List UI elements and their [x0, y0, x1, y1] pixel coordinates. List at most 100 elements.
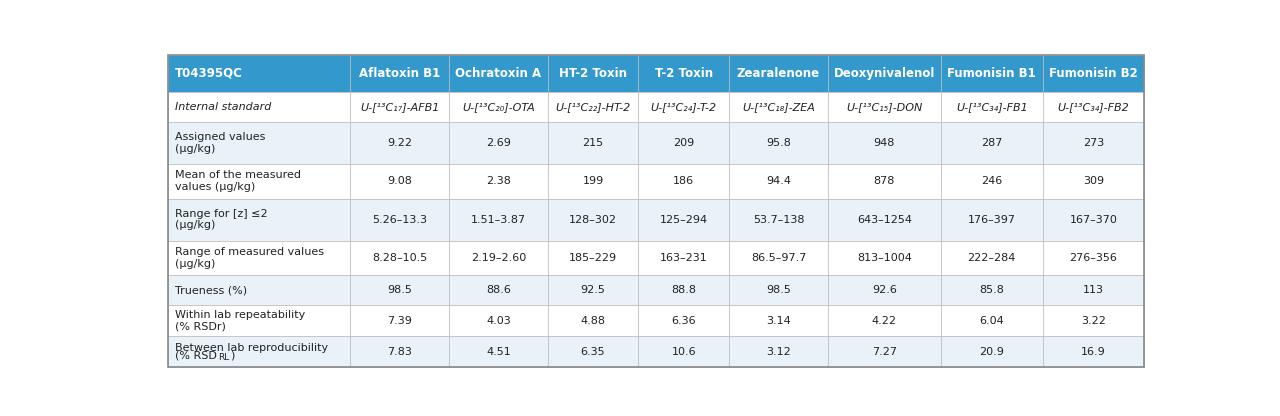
Text: Aflatoxin B1: Aflatoxin B1: [360, 67, 440, 79]
Bar: [1042, 305, 1144, 337]
Text: 276–356: 276–356: [1069, 253, 1117, 263]
Bar: [351, 275, 449, 305]
Bar: [941, 275, 1042, 305]
Text: Trueness (%): Trueness (%): [175, 285, 247, 295]
Text: 85.8: 85.8: [979, 285, 1005, 295]
Text: 4.03: 4.03: [486, 316, 511, 326]
Bar: [449, 122, 548, 164]
Text: U-[¹³C₂₀]-OTA: U-[¹³C₂₀]-OTA: [462, 102, 535, 112]
Bar: [449, 199, 548, 240]
Text: 92.6: 92.6: [872, 285, 897, 295]
Text: (% RSD: (% RSD: [175, 351, 216, 361]
Text: 113: 113: [1083, 285, 1103, 295]
Bar: [1042, 199, 1144, 240]
Text: T-2 Toxin: T-2 Toxin: [655, 67, 713, 79]
Bar: [941, 55, 1042, 92]
Text: Assigned values
(μg/kg): Assigned values (μg/kg): [175, 132, 265, 154]
Bar: [449, 164, 548, 199]
Bar: [351, 164, 449, 199]
Text: 86.5–97.7: 86.5–97.7: [751, 253, 806, 263]
Bar: [639, 55, 730, 92]
Bar: [168, 55, 351, 92]
Bar: [351, 92, 449, 122]
Text: 176–397: 176–397: [968, 215, 1016, 225]
Text: Within lab repeatability
(% RSDr): Within lab repeatability (% RSDr): [175, 310, 305, 332]
Bar: [548, 122, 639, 164]
Text: U-[¹³C₁₇]-AFB1: U-[¹³C₁₇]-AFB1: [360, 102, 439, 112]
Bar: [168, 122, 351, 164]
Bar: [449, 337, 548, 367]
Text: 10.6: 10.6: [672, 347, 696, 357]
Text: 163–231: 163–231: [660, 253, 708, 263]
Bar: [941, 92, 1042, 122]
Bar: [548, 199, 639, 240]
Text: 20.9: 20.9: [979, 347, 1005, 357]
Text: RL: RL: [218, 353, 229, 362]
Bar: [639, 122, 730, 164]
Bar: [168, 164, 351, 199]
Bar: [941, 337, 1042, 367]
Text: 4.51: 4.51: [486, 347, 511, 357]
Bar: [639, 240, 730, 275]
Text: 5.26–13.3: 5.26–13.3: [372, 215, 428, 225]
Bar: [548, 305, 639, 337]
Text: 813–1004: 813–1004: [858, 253, 911, 263]
Bar: [548, 337, 639, 367]
Bar: [351, 305, 449, 337]
Text: Between lab reproducibility: Between lab reproducibility: [175, 343, 328, 353]
Text: U-[¹³C₁₅]-DON: U-[¹³C₁₅]-DON: [846, 102, 923, 112]
Bar: [828, 199, 941, 240]
Bar: [1042, 240, 1144, 275]
Text: 3.12: 3.12: [767, 347, 791, 357]
Text: Range for [z] ≤2
(μg/kg): Range for [z] ≤2 (μg/kg): [175, 209, 268, 230]
Bar: [730, 122, 828, 164]
Text: 8.28–10.5: 8.28–10.5: [372, 253, 428, 263]
Text: 88.6: 88.6: [486, 285, 511, 295]
Text: 209: 209: [673, 138, 695, 148]
Bar: [449, 275, 548, 305]
Text: 199: 199: [582, 176, 604, 186]
Text: 9.08: 9.08: [388, 176, 412, 186]
Bar: [548, 240, 639, 275]
Bar: [828, 240, 941, 275]
Bar: [548, 55, 639, 92]
Bar: [1042, 122, 1144, 164]
Text: 2.69: 2.69: [486, 138, 511, 148]
Bar: [449, 55, 548, 92]
Bar: [168, 275, 351, 305]
Text: Deoxynivalenol: Deoxynivalenol: [833, 67, 936, 79]
Bar: [730, 92, 828, 122]
Text: U-[¹³C₁₈]-ZEA: U-[¹³C₁₈]-ZEA: [742, 102, 815, 112]
Text: 273: 273: [1083, 138, 1103, 148]
Bar: [1042, 164, 1144, 199]
Text: 16.9: 16.9: [1080, 347, 1106, 357]
Bar: [168, 240, 351, 275]
Bar: [639, 199, 730, 240]
Bar: [639, 92, 730, 122]
Bar: [548, 164, 639, 199]
Text: HT-2 Toxin: HT-2 Toxin: [559, 67, 627, 79]
Text: U-[¹³C₃₄]-FB2: U-[¹³C₃₄]-FB2: [1057, 102, 1129, 112]
Bar: [639, 275, 730, 305]
Bar: [351, 240, 449, 275]
Bar: [351, 122, 449, 164]
Bar: [1042, 337, 1144, 367]
Bar: [168, 337, 351, 367]
Bar: [828, 92, 941, 122]
Bar: [941, 305, 1042, 337]
Bar: [1042, 55, 1144, 92]
Text: Fumonisin B2: Fumonisin B2: [1048, 67, 1138, 79]
Bar: [828, 337, 941, 367]
Text: 7.39: 7.39: [388, 316, 412, 326]
Text: U-[¹³C₂₄]-T-2: U-[¹³C₂₄]-T-2: [650, 102, 717, 112]
Bar: [351, 55, 449, 92]
Bar: [828, 55, 941, 92]
Text: 98.5: 98.5: [388, 285, 412, 295]
Text: U-[¹³C₃₄]-FB1: U-[¹³C₃₄]-FB1: [956, 102, 1028, 112]
Bar: [941, 199, 1042, 240]
Text: 3.14: 3.14: [767, 316, 791, 326]
Text: 53.7–138: 53.7–138: [753, 215, 804, 225]
Text: 94.4: 94.4: [765, 176, 791, 186]
Text: T04395QC: T04395QC: [175, 67, 243, 79]
Text: 7.83: 7.83: [388, 347, 412, 357]
